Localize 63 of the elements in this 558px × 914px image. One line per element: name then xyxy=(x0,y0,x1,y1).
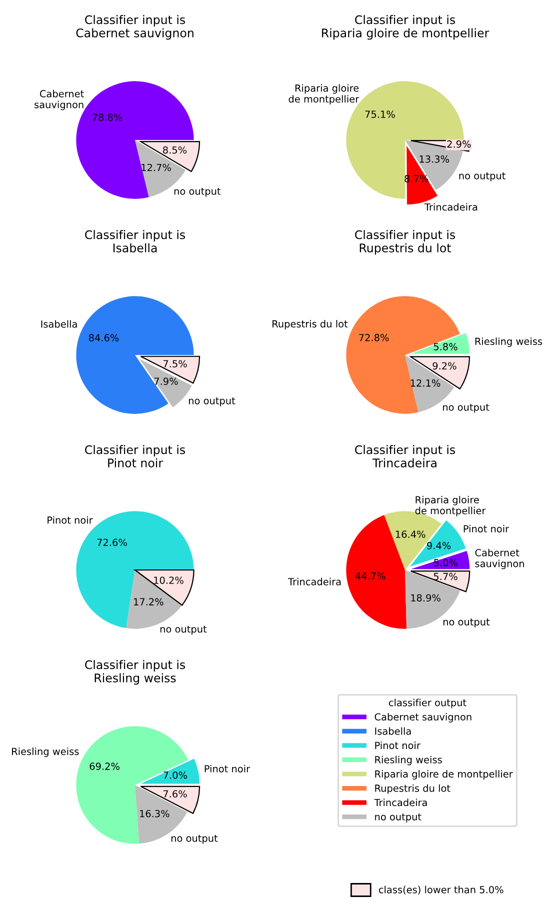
category-label: Rupestris du lot xyxy=(375,784,450,794)
category-label: Isabella xyxy=(375,727,411,735)
slice-label: Rupestris du lot xyxy=(272,320,348,330)
chart-title: Classifier input is Riparia gloire de montpellier xyxy=(322,15,490,40)
data-label: 7.9% xyxy=(154,378,178,385)
text: class(es) lower than 5.0% xyxy=(378,886,504,894)
data-label: 44.7% xyxy=(355,572,386,580)
slice-label: Trincadeira xyxy=(288,578,341,586)
slice-label: no output xyxy=(459,172,506,182)
slice-label: Riesling weiss xyxy=(475,337,542,347)
data-label: 5.7% xyxy=(434,572,458,580)
data-label: 17.2% xyxy=(134,598,164,606)
chart-title: Classifier input is Riesling weiss xyxy=(85,660,186,685)
category-label: Trincadeira xyxy=(374,798,427,806)
slice-label: Trincadeira xyxy=(424,203,478,211)
data-label: 10.2% xyxy=(154,576,184,584)
data-label: 13.3% xyxy=(420,155,450,163)
slice-label: no output xyxy=(443,618,490,628)
slice-label: no output xyxy=(188,397,236,406)
slice-label: no output xyxy=(171,834,218,844)
data-label: 72.8% xyxy=(359,334,389,342)
data-label: 69.2% xyxy=(90,762,120,770)
data-label: 75.1% xyxy=(365,110,395,118)
slice-label: Isabella xyxy=(41,320,77,328)
slice-label: Riparia gloire de montpellier xyxy=(415,496,486,516)
data-label: 72.6% xyxy=(97,538,127,546)
category-label: Cabernet sauvignon xyxy=(374,713,472,722)
slice-label: Cabernet sauvignon xyxy=(475,548,524,570)
data-label: 7.5% xyxy=(163,360,187,368)
category-label: Pinot noir xyxy=(375,742,420,750)
chart-title: Classifier input is Trincadeira xyxy=(355,445,456,468)
category-label: no output xyxy=(375,813,422,822)
chart-title: Classifier input is Rupestris du lot xyxy=(355,230,456,255)
chart-title: Classifier input is Cabernet sauvignon xyxy=(76,15,194,40)
slice-label: Riparia gloire de montpellier xyxy=(288,84,360,105)
data-label: 9.4% xyxy=(427,542,451,550)
data-label: 7.0% xyxy=(164,771,187,779)
data-label: 78.8% xyxy=(92,114,122,122)
data-label: 7.6% xyxy=(163,790,187,798)
slice-label: no output xyxy=(443,404,490,413)
slice-label: Pinot noir xyxy=(48,516,93,524)
data-label: 84.6% xyxy=(88,334,119,342)
data-label: 8.5% xyxy=(163,146,187,154)
slice-label: Riesling weiss xyxy=(12,748,79,757)
chart-title: Classifier input is Isabella xyxy=(85,230,186,252)
slice-label: Pinot noir xyxy=(204,764,250,772)
data-label: 12.7% xyxy=(142,164,171,172)
data-label: 9.2% xyxy=(432,362,456,370)
pie-slice xyxy=(134,569,194,606)
slice-label: no output xyxy=(160,626,207,635)
data-label: 5.0% xyxy=(434,559,458,566)
data-label: 2.9% xyxy=(447,140,471,148)
category-label: Riparia gloire de montpellier xyxy=(375,770,513,780)
data-label: 18.9% xyxy=(411,594,440,602)
slice-label: no output xyxy=(174,188,221,197)
category-label: Riesling weiss xyxy=(375,756,442,766)
data-label: 16.4% xyxy=(396,530,426,538)
slice-label: Pinot noir xyxy=(464,524,510,532)
data-label: 16.3% xyxy=(140,810,170,818)
legend-title: classifier output xyxy=(388,698,466,708)
slice-label: Cabernet sauvignon xyxy=(34,90,84,110)
data-label: 5.8% xyxy=(434,343,458,350)
chart-title: Classifier input is Pinot noir xyxy=(85,445,186,468)
